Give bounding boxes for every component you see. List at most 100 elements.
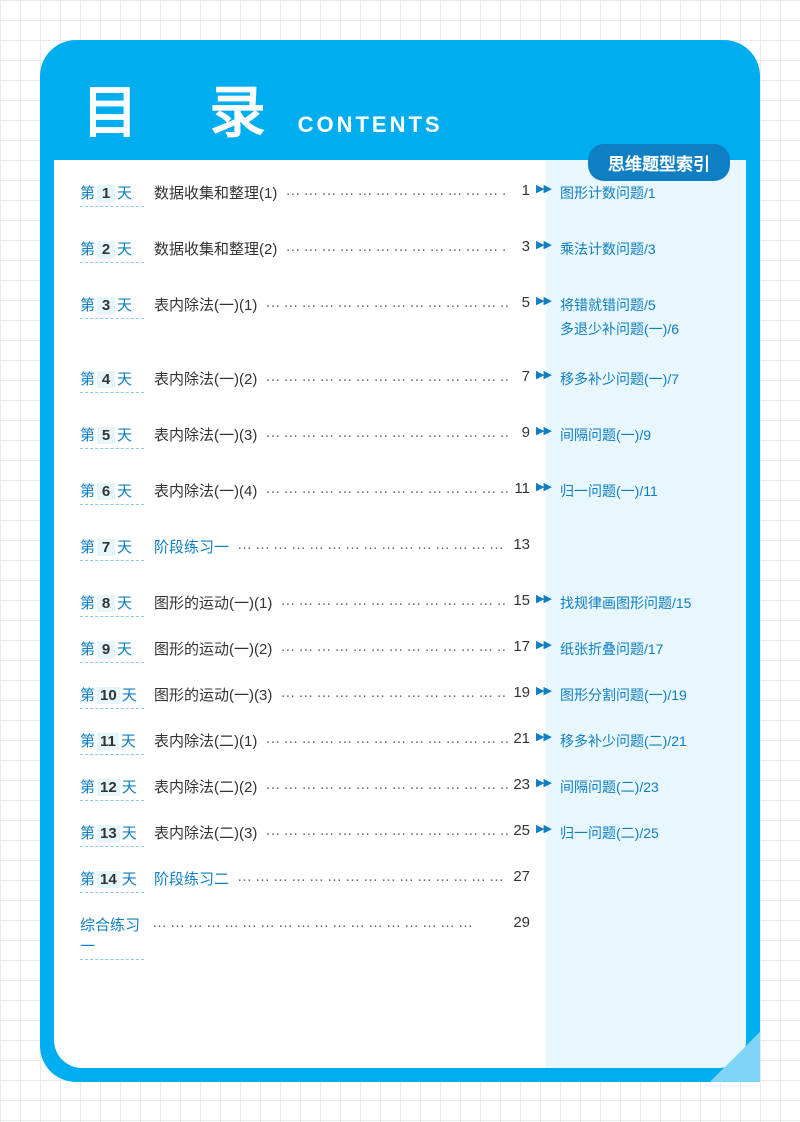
day-suffix: 天: [122, 684, 137, 705]
day-suffix: 天: [117, 294, 132, 315]
day-number: 11: [97, 733, 119, 750]
page-number: 3: [508, 238, 536, 255]
entry-topic: 数据收集和整理(1): [144, 182, 277, 203]
marker-icon: ▶▶: [536, 294, 558, 307]
marker-icon: ▶▶: [536, 776, 558, 789]
day-label: 第2天: [80, 238, 144, 263]
toc-entry: 第12天表内除法(二)(2)………………………………………………23▶▶间隔问题…: [54, 776, 746, 808]
day-number: 3: [97, 297, 115, 314]
day-prefix: 第: [80, 182, 95, 203]
day-prefix: 第: [80, 776, 95, 797]
index-line: 纸张折叠问题/17: [560, 638, 746, 662]
index-text: 纸张折叠问题/17: [558, 638, 746, 662]
leader-dots: ………………………………………………: [257, 776, 508, 793]
day-suffix: 天: [117, 368, 132, 389]
marker-icon: ▶▶: [536, 480, 558, 493]
toc-entry: 第10天图形的运动(一)(3)………………………………………………19▶▶图形分…: [54, 684, 746, 716]
index-text: 图形计数问题/1: [558, 182, 746, 206]
day-number: 14: [97, 871, 120, 888]
day-prefix: 第: [80, 536, 95, 557]
entry-topic: 表内除法(二)(1): [144, 730, 257, 751]
toc-entry: 第4天表内除法(一)(2)………………………………………………7▶▶移多补少问题…: [54, 368, 746, 406]
day-number: 8: [97, 595, 115, 612]
marker-icon: ▶▶: [536, 684, 558, 697]
marker-icon: ▶▶: [536, 368, 558, 381]
page-number: 29: [508, 914, 536, 931]
day-prefix: 第: [80, 424, 95, 445]
marker-icon: ▶▶: [536, 592, 558, 605]
leader-dots: ………………………………………………: [257, 730, 508, 747]
toc-frame: 目 录 CONTENTS 思维题型索引 第1天数据收集和整理(1)……………………: [40, 40, 760, 1082]
index-badge: 思维题型索引: [588, 144, 730, 181]
day-suffix: 天: [117, 424, 132, 445]
index-line: 移多补少问题(一)/7: [560, 368, 746, 392]
day-number: 10: [97, 687, 120, 704]
day-suffix: 天: [122, 776, 137, 797]
leader-dots: ………………………………………………: [257, 424, 508, 441]
marker-icon: ▶▶: [536, 638, 558, 651]
day-suffix: 天: [121, 730, 136, 751]
page-number: 9: [508, 424, 536, 441]
title-english: CONTENTS: [298, 112, 443, 138]
day-number: 4: [97, 371, 115, 388]
toc-entry: 第11天表内除法(二)(1)………………………………………………21▶▶移多补少…: [54, 730, 746, 762]
day-suffix: 天: [122, 868, 137, 889]
toc-entry: 第9天图形的运动(一)(2)………………………………………………17▶▶纸张折叠…: [54, 638, 746, 670]
page-number: 19: [508, 684, 536, 701]
page-number: 17: [508, 638, 536, 655]
toc-entries: 第1天数据收集和整理(1)………………………………………………1▶▶图形计数问题…: [54, 160, 746, 960]
page-number: 21: [508, 730, 536, 747]
leader-dots: ………………………………………………: [272, 684, 508, 701]
index-text: 移多补少问题(一)/7: [558, 368, 746, 392]
index-line: 图形计数问题/1: [560, 182, 746, 206]
day-number: 12: [97, 779, 120, 796]
index-text: 归一问题(二)/25: [558, 822, 746, 846]
index-line: 移多补少问题(二)/21: [560, 730, 746, 754]
marker-icon: ▶▶: [536, 182, 558, 195]
entry-topic: 表内除法(二)(3): [144, 822, 257, 843]
day-prefix: 第: [80, 368, 95, 389]
toc-entry: 第1天数据收集和整理(1)……………………………………………… 1 ▶▶图形计数问题…: [54, 182, 746, 220]
entry-topic: 图形的运动(一)(3): [144, 684, 272, 705]
toc-entry: 第5天表内除法(一)(3)………………………………………………9▶▶间隔问题(一…: [54, 424, 746, 462]
day-label: 第5天: [80, 424, 144, 449]
day-label: 第13天: [80, 822, 144, 847]
index-text: 移多补少问题(二)/21: [558, 730, 746, 754]
index-text: 间隔问题(二)/23: [558, 776, 746, 800]
index-line: 图形分割问题(一)/19: [560, 684, 746, 708]
entry-topic: 图形的运动(一)(1): [144, 592, 272, 613]
day-suffix: 天: [122, 822, 137, 843]
leader-dots: ………………………………………………: [144, 914, 508, 931]
index-line: 乘法计数问题/3: [560, 238, 746, 262]
leader-dots: ………………………………………………: [277, 238, 508, 255]
day-suffix: 天: [117, 638, 132, 659]
entry-topic: 图形的运动(一)(2): [144, 638, 272, 659]
toc-entry: 第13天表内除法(二)(3)………………………………………………25▶▶归一问题…: [54, 822, 746, 854]
day-number: 13: [97, 825, 120, 842]
day-prefix: 第: [80, 822, 95, 843]
day-label: 第9天: [80, 638, 144, 663]
index-text: 将错就错问题/5多退少补问题(一)/6: [558, 294, 746, 342]
leader-dots: ………………………………………………: [257, 480, 508, 497]
day-number: 2: [97, 241, 115, 258]
index-text: 图形分割问题(一)/19: [558, 684, 746, 708]
day-label: 第14天: [80, 868, 144, 893]
entry-label: 综合练习一: [80, 914, 144, 960]
day-suffix: 天: [117, 238, 132, 259]
index-text: 乘法计数问题/3: [558, 238, 746, 262]
day-suffix: 天: [117, 592, 132, 613]
day-prefix: 第: [80, 638, 95, 659]
day-prefix: 第: [80, 730, 95, 751]
day-prefix: 第: [80, 480, 95, 501]
entry-topic: 表内除法(一)(1): [144, 294, 257, 315]
page-number: 11: [508, 480, 536, 497]
day-number: 1: [97, 185, 115, 202]
day-prefix: 第: [80, 238, 95, 259]
page-number: 13: [508, 536, 536, 553]
day-prefix: 第: [80, 592, 95, 613]
index-line: 将错就错问题/5: [560, 294, 746, 318]
toc-entry: 第7天阶段练习一………………………………………………13: [54, 536, 746, 574]
title-chinese: 目 录: [82, 68, 294, 149]
day-label: 第1天: [80, 182, 144, 207]
leader-dots: ………………………………………………: [277, 182, 508, 199]
